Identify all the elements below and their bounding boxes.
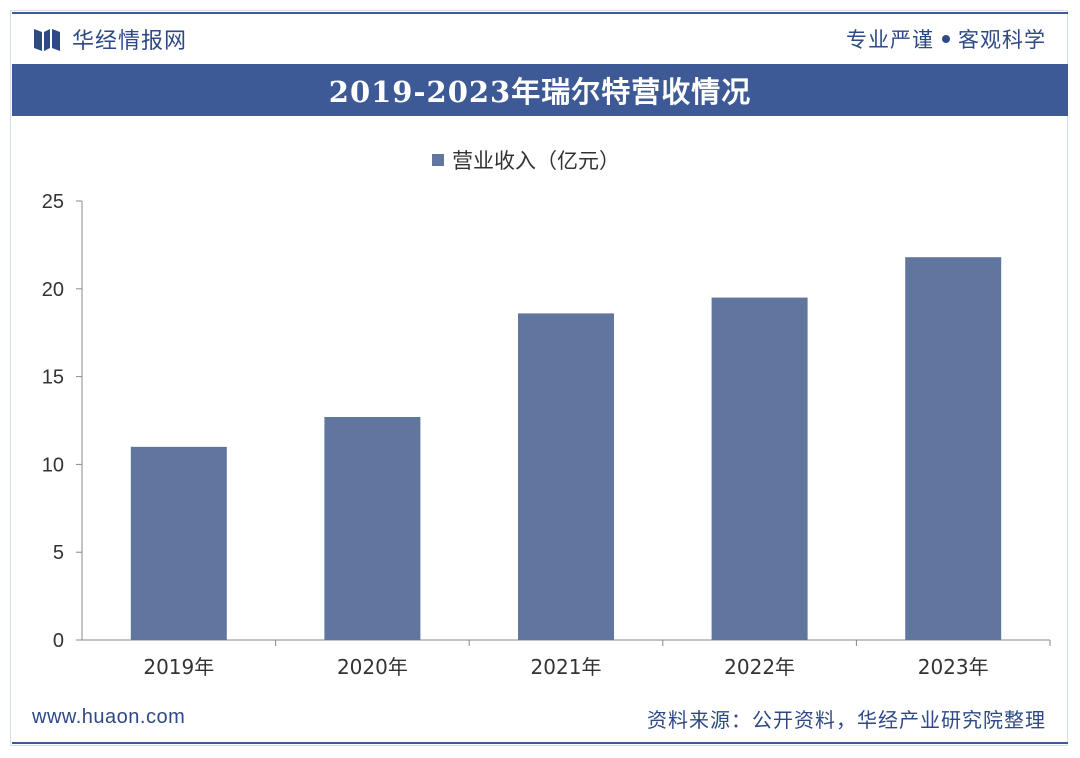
y-tick-label: 0	[53, 630, 64, 652]
top-divider	[12, 12, 1068, 14]
y-tick-label: 5	[53, 542, 64, 564]
x-tick-label: 2020年	[337, 655, 408, 679]
x-tick-label: 2023年	[918, 655, 989, 679]
tagline-dot-icon	[942, 35, 950, 43]
bar	[130, 446, 227, 640]
huajing-logo-icon	[34, 29, 60, 51]
bar	[518, 313, 614, 640]
bar	[711, 297, 808, 640]
y-tick-label: 10	[42, 454, 64, 476]
footer-url: www.huaon.com	[32, 706, 186, 728]
chart-title: 2019-2023年瑞尔特营收情况	[328, 75, 752, 109]
footer-source: 资料来源：公开资料，华经产业研究院整理	[647, 708, 1046, 732]
bar	[905, 257, 1002, 640]
title-bar: 2019-2023年瑞尔特营收情况	[12, 64, 1068, 116]
y-tick-label: 15	[42, 367, 64, 389]
tagline-left: 专业严谨	[846, 28, 934, 52]
tagline: 专业严谨 客观科学	[846, 22, 1046, 56]
chart-frame	[10, 10, 1068, 746]
x-tick-label: 2022年	[724, 655, 795, 679]
legend: 营业收入（亿元）	[432, 145, 620, 175]
legend-swatch	[432, 154, 444, 166]
tagline-right: 客观科学	[958, 28, 1046, 52]
brand: 华经情报网	[34, 22, 187, 56]
x-tick-label: 2021年	[531, 655, 602, 679]
legend-label: 营业收入（亿元）	[452, 149, 620, 173]
x-tick-label: 2019年	[143, 655, 214, 679]
y-tick-label: 25	[42, 191, 64, 213]
bottom-divider	[12, 742, 1068, 744]
y-tick-label: 20	[42, 279, 64, 301]
brand-name: 华经情报网	[72, 29, 188, 54]
bar	[324, 416, 421, 640]
